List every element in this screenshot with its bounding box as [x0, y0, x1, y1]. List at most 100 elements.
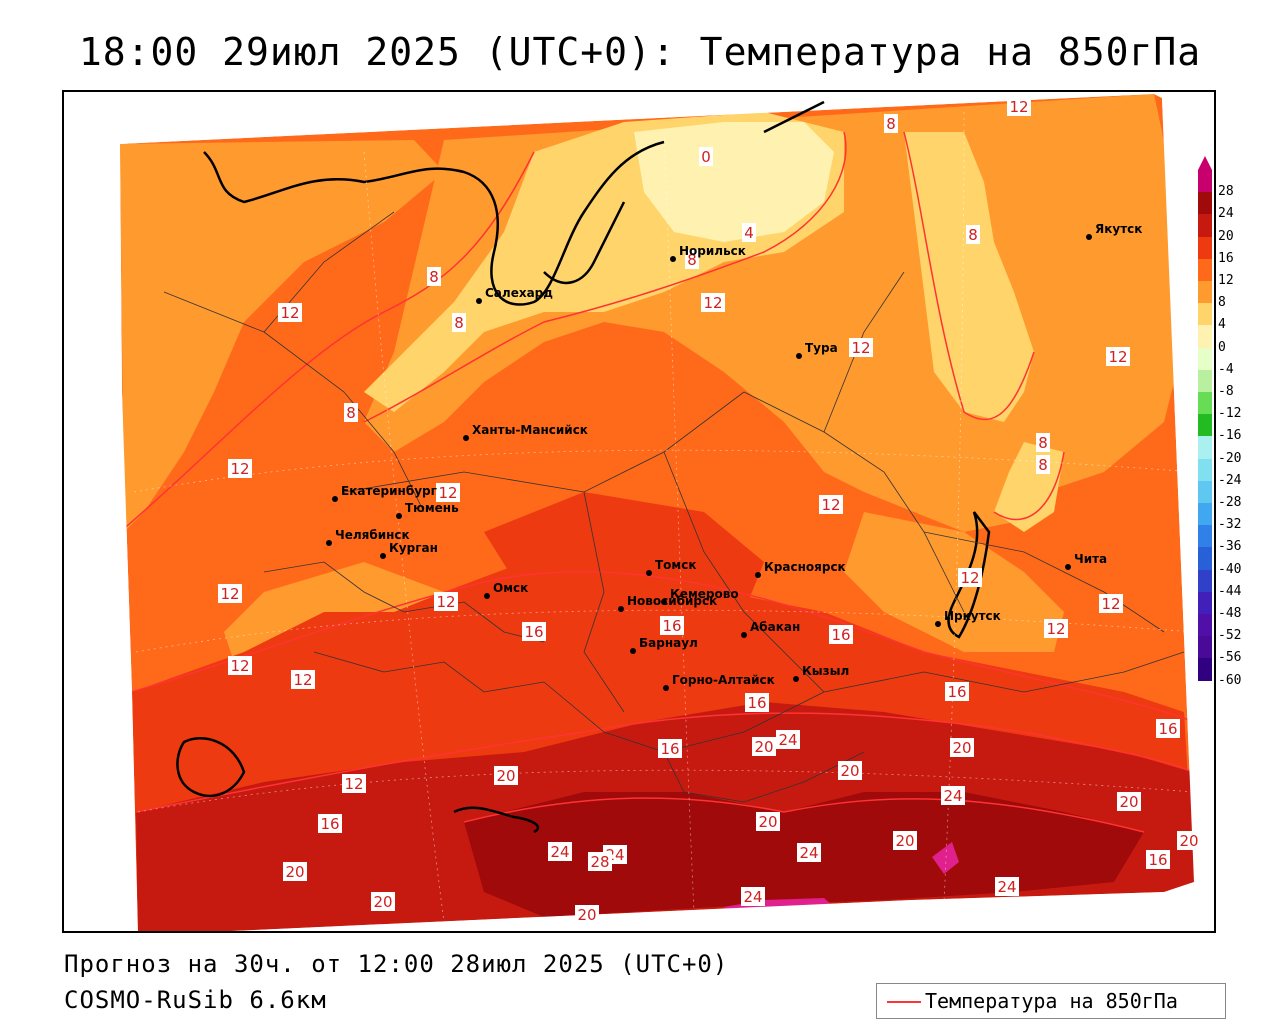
- isotherm-label: 12: [280, 304, 299, 322]
- graticule: [133, 111, 1195, 923]
- map-canvas: 12 8 0 4 8 8 8 12 8 12 12 12 8 8 8 12 12 12 12 12 12 12 16 16 16…: [64, 92, 1214, 931]
- isotherm-label: 20: [754, 738, 773, 756]
- city-label: Абакан: [750, 620, 800, 634]
- isotherm-label-bg: [283, 862, 307, 881]
- isotherm-label-bg: [494, 766, 518, 785]
- isotherm-label-bg: [660, 616, 684, 635]
- scale-segment: [1198, 347, 1212, 370]
- legend: Температура на 850гПа: [876, 983, 1226, 1019]
- model-name: COSMO-RuSib 6.6км: [64, 986, 327, 1014]
- isotherm-label-bg: [1156, 719, 1180, 738]
- city-label: Омск: [493, 581, 528, 595]
- borders: [163, 211, 1185, 803]
- scale-tick-label: -36: [1218, 539, 1242, 555]
- city-label: Челябинск: [335, 528, 410, 542]
- scale-segment: [1198, 525, 1212, 548]
- isotherm-label: 20: [895, 832, 914, 850]
- domain-outside-top: [64, 92, 1214, 144]
- scale-tick-label: -24: [1218, 472, 1242, 488]
- isotherm-label-bg: [1177, 831, 1201, 850]
- scale-tick-label: -44: [1218, 583, 1242, 599]
- isotherm-label: 20: [952, 739, 971, 757]
- isotherm-label: 12: [293, 671, 312, 689]
- scale-segment: [1198, 591, 1212, 614]
- isotherm-label-bg: [588, 852, 612, 871]
- isotherm-label: 8: [429, 268, 439, 286]
- city-dot-icon: [396, 513, 402, 519]
- isotherm-label: 8: [454, 314, 464, 332]
- scale-tick-label: -4: [1218, 361, 1234, 377]
- city-dot-icon: [380, 553, 386, 559]
- isotherm-label: 16: [947, 683, 966, 701]
- scale-tick-label: 20: [1218, 228, 1234, 244]
- scale-tick-label: 28: [1218, 184, 1234, 200]
- isotherm-label-bg: [371, 892, 395, 911]
- isotherm-label-bg: [819, 495, 843, 514]
- isotherm-label-bg: [1036, 433, 1050, 452]
- isotherm-label: 24: [799, 844, 818, 862]
- scale-segment: [1198, 636, 1212, 659]
- scale-tick-label: -40: [1218, 561, 1242, 577]
- isotherm-label: 8: [1038, 434, 1048, 452]
- isotherm-label: 12: [344, 775, 363, 793]
- isotherm-label: 16: [1148, 851, 1167, 869]
- scale-segment: [1198, 614, 1212, 637]
- city-label: Томск: [655, 558, 697, 572]
- isotherm-label: 12: [960, 569, 979, 587]
- isotherm-label-bg: [1007, 97, 1031, 116]
- city-dot-icon: [1086, 234, 1092, 240]
- forecast-info: Прогноз на 30ч. от 12:00 28июл 2025 (UTC…: [64, 950, 729, 978]
- isotherm-label-bg: [522, 622, 546, 641]
- city-label: Иркутск: [944, 609, 1001, 623]
- scale-tick-label: -28: [1218, 495, 1242, 510]
- isotherms: [119, 131, 1195, 833]
- isotherm-label: 20: [373, 893, 392, 911]
- city-label: Горно-Алтайск: [672, 673, 775, 687]
- isotherm-label-bg: [776, 730, 800, 749]
- isotherm-label: 12: [1046, 620, 1065, 638]
- isotherm-label-bg: [342, 774, 366, 793]
- scale-segment: [1198, 170, 1212, 193]
- city-label: Тюмень: [405, 501, 459, 515]
- isotherm-label: 20: [1179, 832, 1198, 850]
- scale-segment: [1198, 369, 1212, 392]
- city-dot-icon: [663, 685, 669, 691]
- isotherm-label: 0: [701, 148, 711, 166]
- isotherm-label: 16: [320, 815, 339, 833]
- scale-top-arrow-icon: [1198, 156, 1212, 170]
- isotherm-label: 12: [230, 460, 249, 478]
- isotherm-label: 20: [577, 906, 596, 924]
- isotherm-label: 12: [1101, 595, 1120, 613]
- isotherm-label-bg: [278, 303, 302, 322]
- city-dot-icon: [618, 606, 624, 612]
- scale-segment: [1198, 458, 1212, 481]
- city-dot-icon: [793, 676, 799, 682]
- isotherm-label: 12: [220, 585, 239, 603]
- scale-tick-label: -12: [1218, 406, 1242, 422]
- isotherm-label-bg: [966, 225, 980, 244]
- isotherm-label-bg: [797, 843, 821, 862]
- city-dot-icon: [1065, 564, 1071, 570]
- scale-tick-label: -20: [1218, 450, 1242, 466]
- scale-tick-label: -52: [1218, 628, 1242, 644]
- scale-segment: [1198, 192, 1212, 215]
- isotherm-label: 12: [436, 593, 455, 611]
- isotherm-label-bg: [745, 693, 769, 712]
- scale-tick-label: 0: [1218, 339, 1226, 355]
- city-dot-icon: [630, 648, 636, 654]
- isotherm-label: 20: [496, 767, 515, 785]
- isotherm-label-bg: [291, 670, 315, 689]
- isotherm-label: 8: [886, 115, 896, 133]
- isotherm-label: 12: [1108, 348, 1127, 366]
- city-dot-icon: [670, 256, 676, 262]
- isotherm-label-bg: [575, 905, 599, 924]
- isotherm-label-bg: [958, 568, 982, 587]
- city-dot-icon: [661, 599, 667, 605]
- isotherm-label: 20: [758, 813, 777, 831]
- city-dot-icon: [741, 632, 747, 638]
- map-title: 18:00 29июл 2025 (UTC+0): Температура на…: [78, 30, 1202, 74]
- isotherm-label: 8: [687, 251, 697, 269]
- isotherm-label: 16: [662, 617, 681, 635]
- isotherm-label-bg: [658, 739, 682, 758]
- isotherm-label: 12: [230, 657, 249, 675]
